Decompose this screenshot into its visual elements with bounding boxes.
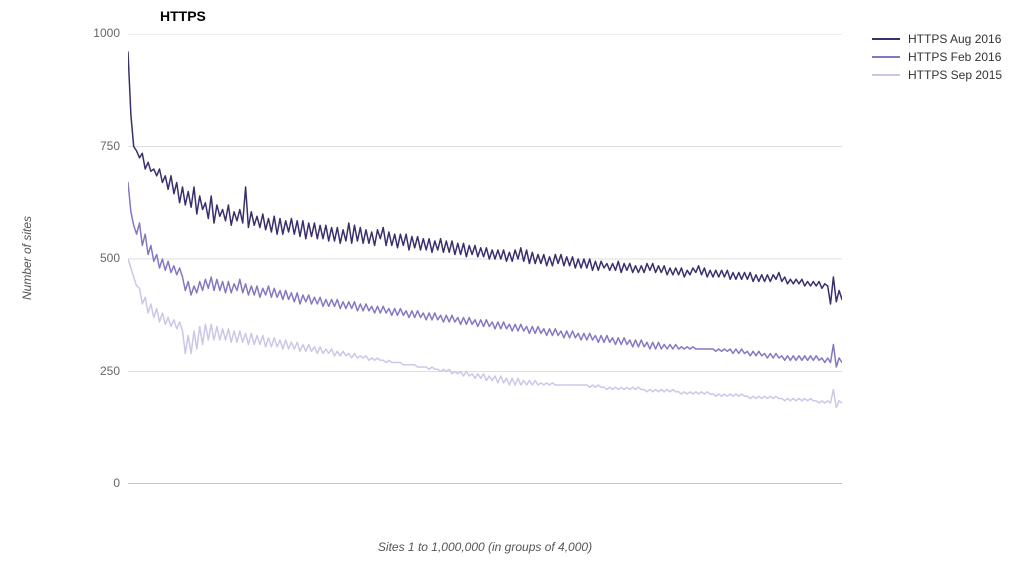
y-tick-label: 750 [80, 139, 120, 153]
legend-item: HTTPS Feb 2016 [872, 48, 1002, 66]
y-axis-label: Number of sites [20, 216, 34, 300]
legend-label: HTTPS Aug 2016 [908, 32, 1001, 46]
y-tick-label: 0 [80, 476, 120, 490]
y-tick-label: 1000 [80, 26, 120, 40]
chart-container: HTTPS Number of sites Sites 1 to 1,000,0… [0, 0, 1019, 570]
legend-label: HTTPS Feb 2016 [908, 50, 1001, 64]
legend-swatch [872, 56, 900, 58]
y-tick-label: 500 [80, 251, 120, 265]
x-axis-label: Sites 1 to 1,000,000 (in groups of 4,000… [128, 540, 842, 554]
legend-label: HTTPS Sep 2015 [908, 68, 1002, 82]
legend-item: HTTPS Aug 2016 [872, 30, 1002, 48]
chart-title: HTTPS [160, 8, 206, 24]
y-tick-label: 250 [80, 364, 120, 378]
legend-swatch [872, 74, 900, 76]
legend-swatch [872, 38, 900, 40]
plot-area [128, 34, 842, 484]
legend: HTTPS Aug 2016 HTTPS Feb 2016 HTTPS Sep 20… [872, 30, 1002, 84]
legend-item: HTTPS Sep 2015 [872, 66, 1002, 84]
